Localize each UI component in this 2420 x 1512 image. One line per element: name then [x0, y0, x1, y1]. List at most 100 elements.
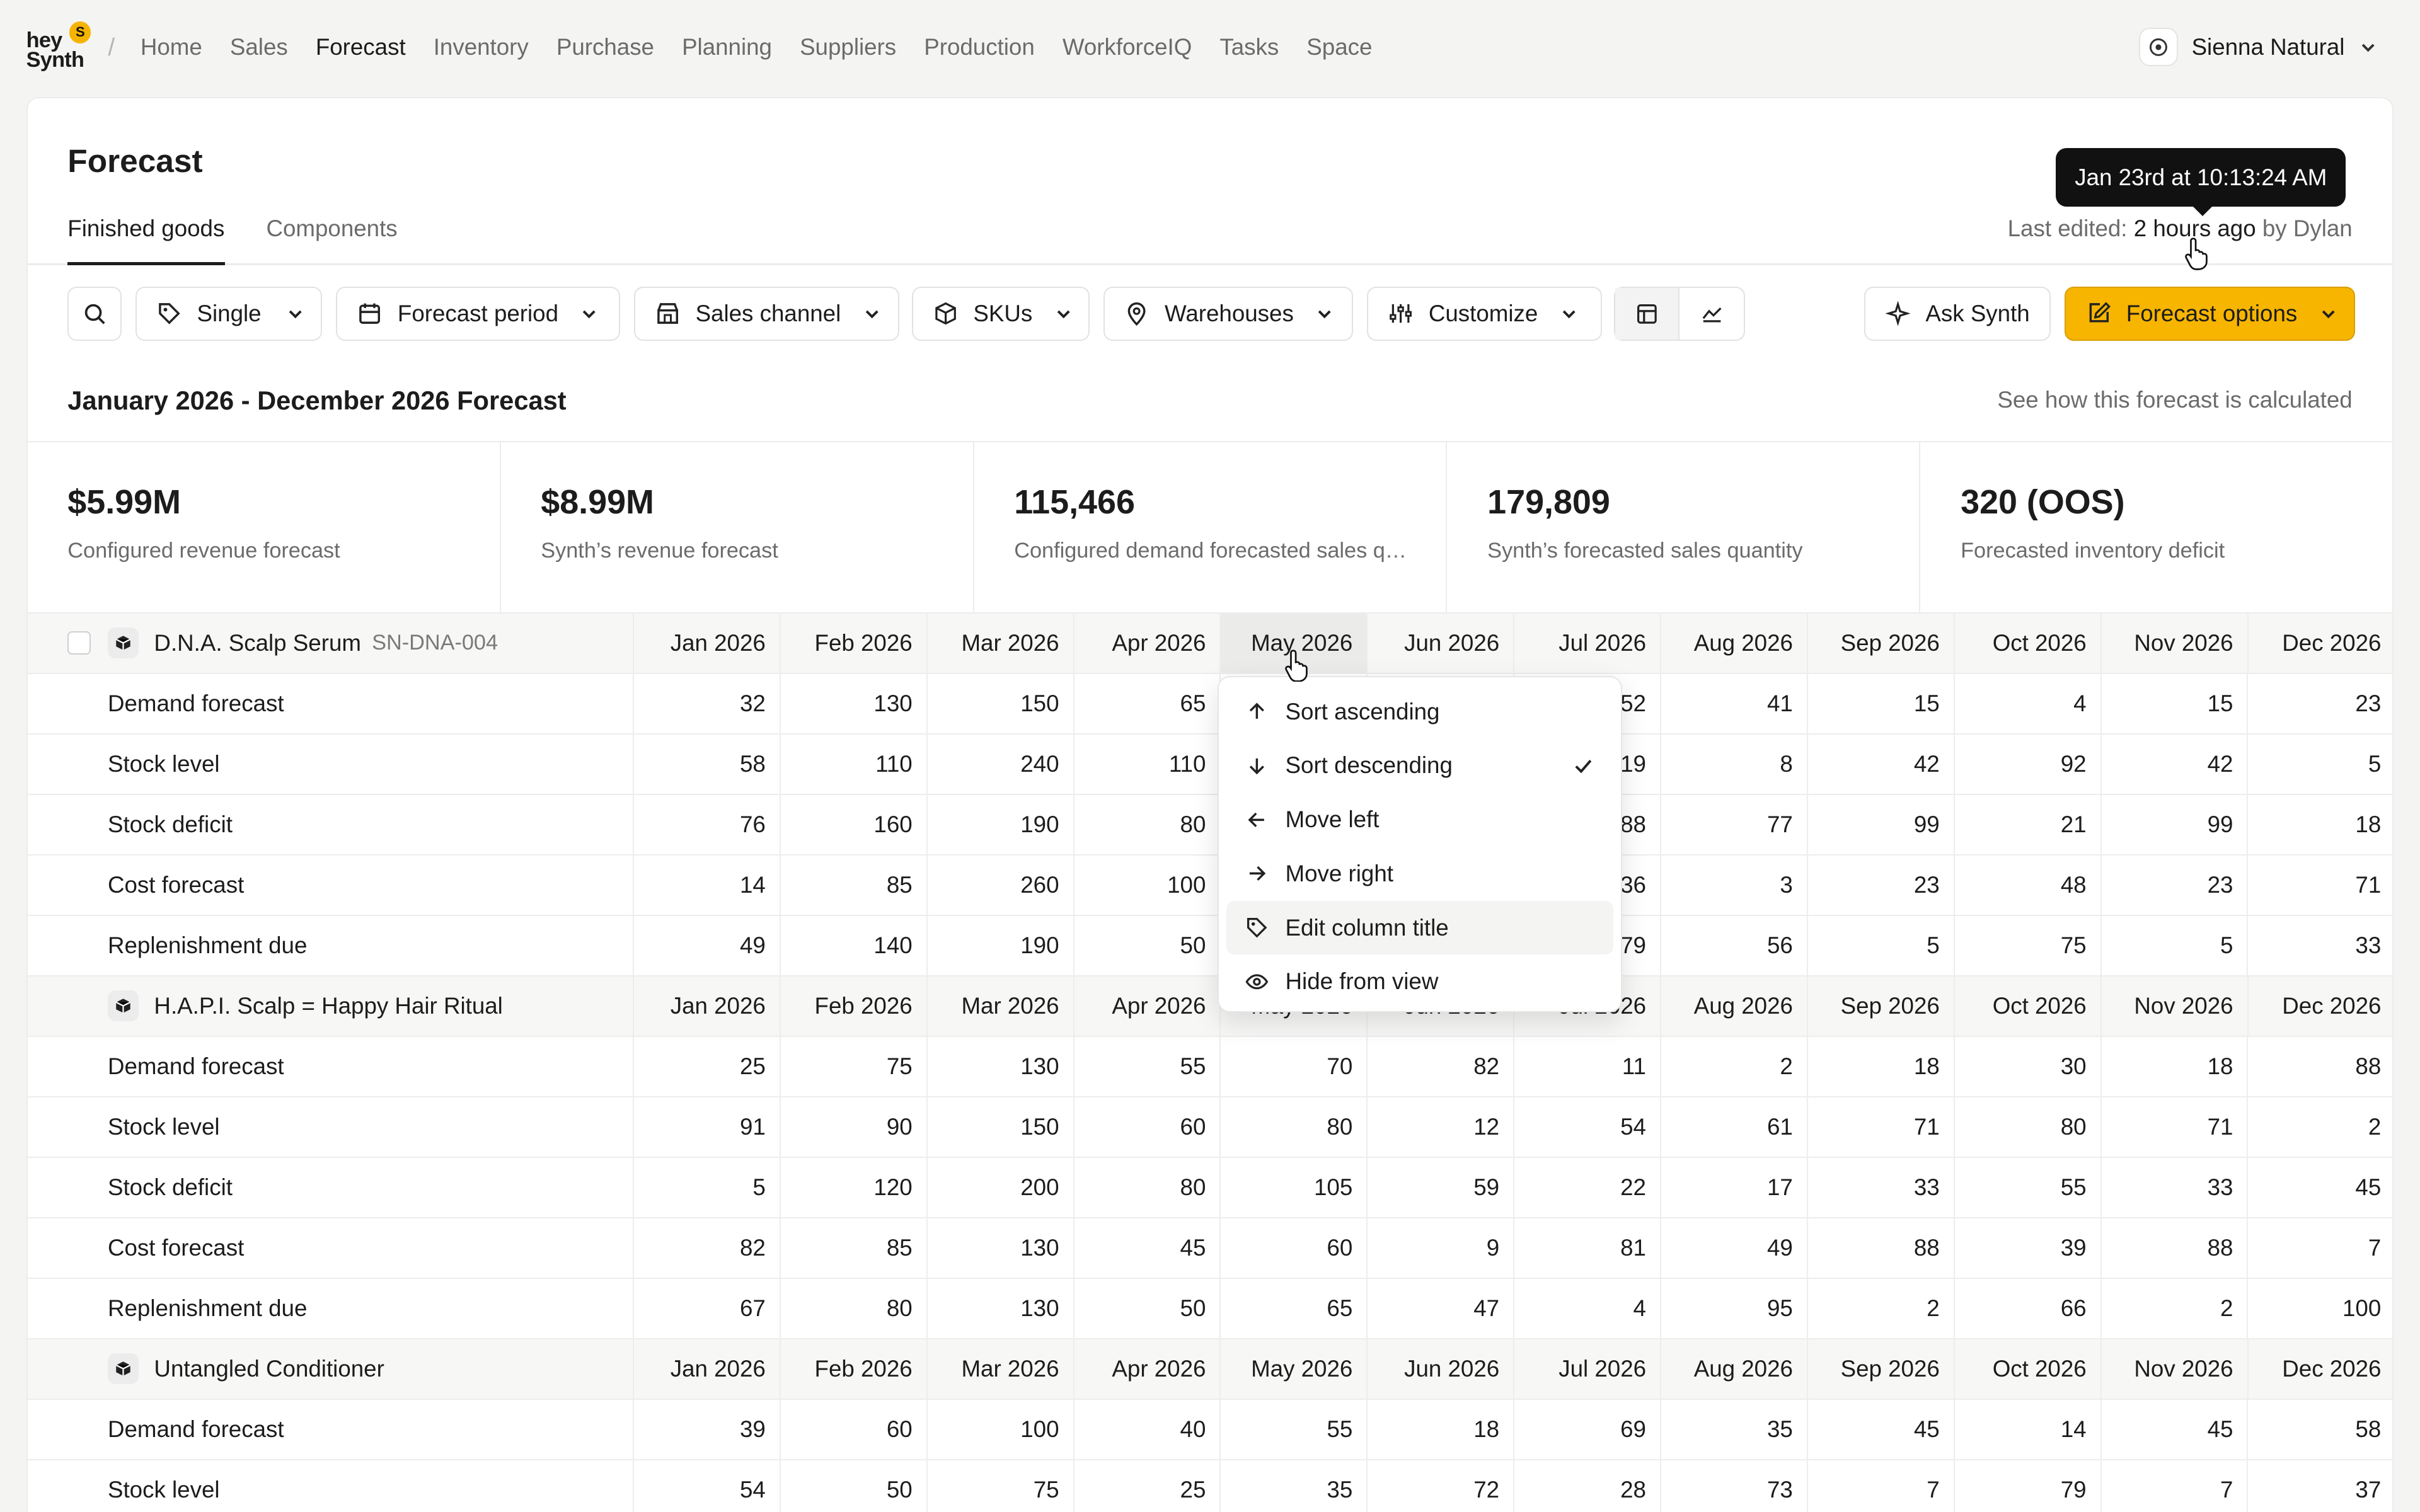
calculation-link[interactable]: See how this forecast is calculated: [1997, 387, 2353, 413]
table-cell[interactable]: 45: [2355, 1174, 2382, 1200]
customize-dropdown[interactable]: Customize: [1367, 287, 1602, 341]
table-cell[interactable]: 82: [1368, 1036, 1515, 1096]
table-cell[interactable]: 61: [1661, 1097, 1808, 1157]
column-header[interactable]: Aug 2026: [1661, 1339, 1808, 1399]
column-header[interactable]: Sep 2026: [1808, 976, 1955, 1036]
ask-synth-button[interactable]: Ask Synth: [1864, 287, 2051, 341]
table-cell[interactable]: 5: [634, 1157, 781, 1217]
table-cell[interactable]: 15: [2102, 673, 2249, 733]
table-cell[interactable]: 8: [1661, 734, 1808, 794]
table-cell[interactable]: 5: [2102, 915, 2249, 975]
table-cell[interactable]: 130: [928, 1218, 1075, 1278]
column-header[interactable]: Jun 2026: [1368, 613, 1515, 673]
table-cell[interactable]: 260: [928, 855, 1075, 915]
table-cell[interactable]: 41: [1661, 673, 1808, 733]
table-cell[interactable]: 18: [1808, 1036, 1955, 1096]
table-cell[interactable]: 75: [781, 1036, 928, 1096]
table-cell[interactable]: 90: [781, 1097, 928, 1157]
tab-components[interactable]: Components: [266, 215, 398, 242]
menu-item-move-left[interactable]: Move left: [1226, 793, 1613, 847]
menu-item-edit-column-title[interactable]: Edit column title: [1226, 900, 1613, 955]
table-cell[interactable]: 49: [1661, 1218, 1808, 1278]
column-header[interactable]: Mar 2026: [928, 976, 1075, 1036]
table-cell[interactable]: 18: [1368, 1399, 1515, 1459]
table-cell[interactable]: 40: [1075, 1399, 1221, 1459]
table-cell[interactable]: 95: [1661, 1278, 1808, 1338]
table-cell[interactable]: 190: [928, 915, 1075, 975]
column-header[interactable]: Apr 2026: [1075, 1339, 1221, 1399]
nav-item-sales[interactable]: Sales: [229, 33, 288, 60]
nav-item-forecast[interactable]: Forecast: [315, 33, 406, 60]
table-cell[interactable]: 58: [2355, 1416, 2382, 1442]
table-cell[interactable]: 30: [1955, 1036, 2102, 1096]
table-cell[interactable]: 56: [1661, 915, 1808, 975]
table-cell[interactable]: 55: [1955, 1157, 2102, 1217]
table-cell[interactable]: 66: [1955, 1278, 2102, 1338]
table-cell[interactable]: 130: [928, 1278, 1075, 1338]
table-cell[interactable]: 110: [1075, 734, 1221, 794]
table-cell[interactable]: 28: [1514, 1460, 1661, 1512]
table-cell[interactable]: 71: [2102, 1097, 2249, 1157]
column-header[interactable]: Jan 2026: [634, 1339, 781, 1399]
column-header[interactable]: May 2026: [1221, 1339, 1368, 1399]
forecast-period-dropdown[interactable]: Forecast period: [336, 287, 621, 341]
table-cell[interactable]: 80: [1075, 1157, 1221, 1217]
table-cell[interactable]: 88: [1514, 794, 1661, 854]
table-cell[interactable]: 82: [634, 1218, 781, 1278]
nav-item-purchase[interactable]: Purchase: [556, 33, 654, 60]
table-cell[interactable]: 11: [1514, 1036, 1661, 1096]
column-header[interactable]: Jul 2026: [1514, 613, 1662, 673]
column-header[interactable]: Jun 2026: [1368, 1339, 1515, 1399]
table-cell[interactable]: 54: [634, 1460, 781, 1512]
table-cell[interactable]: 36: [1514, 855, 1661, 915]
column-header[interactable]: May 2026: [1221, 613, 1368, 673]
table-cell[interactable]: 23: [1808, 855, 1955, 915]
table-cell[interactable]: 39: [1955, 1218, 2102, 1278]
table-cell[interactable]: 21: [1955, 794, 2102, 854]
table-cell[interactable]: 150: [928, 673, 1075, 733]
column-header[interactable]: Jan 2026: [634, 613, 781, 673]
table-cell[interactable]: 45: [1075, 1218, 1221, 1278]
column-header[interactable]: Jul 2026: [1514, 1339, 1662, 1399]
forecast-options-button[interactable]: Forecast options: [2065, 287, 2355, 341]
column-header[interactable]: Aug 2026: [1661, 976, 1808, 1036]
heysynth-logo[interactable]: hey Synth S: [26, 21, 96, 72]
table-cell[interactable]: 88: [1808, 1218, 1955, 1278]
product-name[interactable]: H.A.P.I. Scalp = Happy Hair Ritual: [154, 992, 503, 1019]
table-cell[interactable]: 58: [634, 734, 781, 794]
table-cell[interactable]: 190: [928, 794, 1075, 854]
column-header[interactable]: Dec 2026: [2282, 992, 2382, 1019]
table-cell[interactable]: 81: [1514, 1218, 1661, 1278]
table-cell[interactable]: 91: [634, 1097, 781, 1157]
table-cell[interactable]: 37: [2355, 1476, 2382, 1503]
table-cell[interactable]: 32: [634, 673, 781, 733]
table-cell[interactable]: 17: [1661, 1157, 1808, 1217]
table-cell[interactable]: 110: [781, 734, 928, 794]
table-view-button[interactable]: [1615, 288, 1680, 340]
menu-item-hide-from-view[interactable]: Hide from view: [1226, 954, 1613, 1009]
column-header[interactable]: Nov 2026: [2102, 976, 2249, 1036]
table-cell[interactable]: 85: [781, 1218, 928, 1278]
nav-item-tasks[interactable]: Tasks: [1219, 33, 1279, 60]
table-cell[interactable]: 55: [1221, 1399, 1368, 1459]
table-cell[interactable]: 42: [1808, 734, 1955, 794]
table-cell[interactable]: 100: [1075, 855, 1221, 915]
table-cell[interactable]: 200: [928, 1157, 1075, 1217]
table-cell[interactable]: 9: [1368, 1218, 1515, 1278]
table-cell[interactable]: 5: [1808, 915, 1955, 975]
table-cell[interactable]: 3: [1661, 855, 1808, 915]
nav-item-workforceiq[interactable]: WorkforceIQ: [1062, 33, 1192, 60]
table-cell[interactable]: 33: [1808, 1157, 1955, 1217]
product-name[interactable]: D.N.A. Scalp Serum: [154, 629, 361, 656]
table-cell[interactable]: 49: [634, 915, 781, 975]
table-cell[interactable]: 12: [1368, 1097, 1515, 1157]
table-cell[interactable]: 160: [781, 794, 928, 854]
column-header[interactable]: Mar 2026: [928, 1339, 1075, 1399]
column-header[interactable]: Sep 2026: [1808, 1339, 1955, 1399]
skus-dropdown[interactable]: SKUs: [911, 287, 1090, 341]
table-cell[interactable]: 14: [634, 855, 781, 915]
last-edited-time[interactable]: 2 hours ago: [2133, 215, 2256, 242]
table-cell[interactable]: 71: [2355, 871, 2382, 898]
table-cell[interactable]: 33: [2355, 932, 2382, 958]
table-cell[interactable]: 23: [2355, 690, 2382, 716]
